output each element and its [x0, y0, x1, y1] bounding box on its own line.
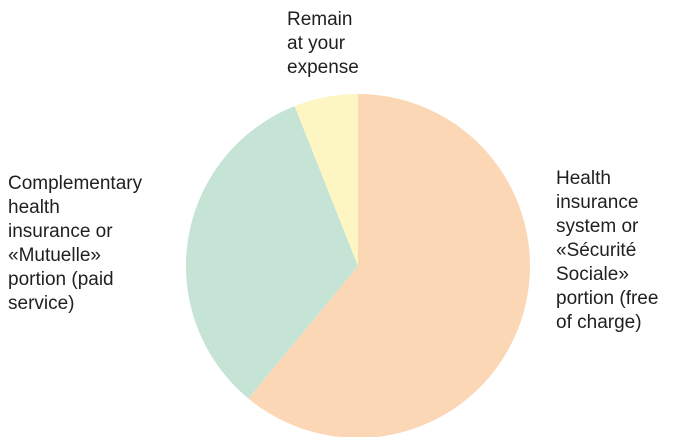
slice-label-mutuelle: Complementary health insurance or «Mutue…	[8, 173, 143, 314]
slice-label-securite-sociale: Health insurance system or «Sécurité Soc…	[556, 168, 659, 333]
slice-label-remain-at-your-expense: Remain at your expense	[287, 9, 359, 78]
pie-slice-remain-at-your-expense	[294, 94, 358, 266]
pie-slice-securite-sociale	[248, 94, 530, 437]
pie-slice-mutuelle	[185, 106, 358, 399]
